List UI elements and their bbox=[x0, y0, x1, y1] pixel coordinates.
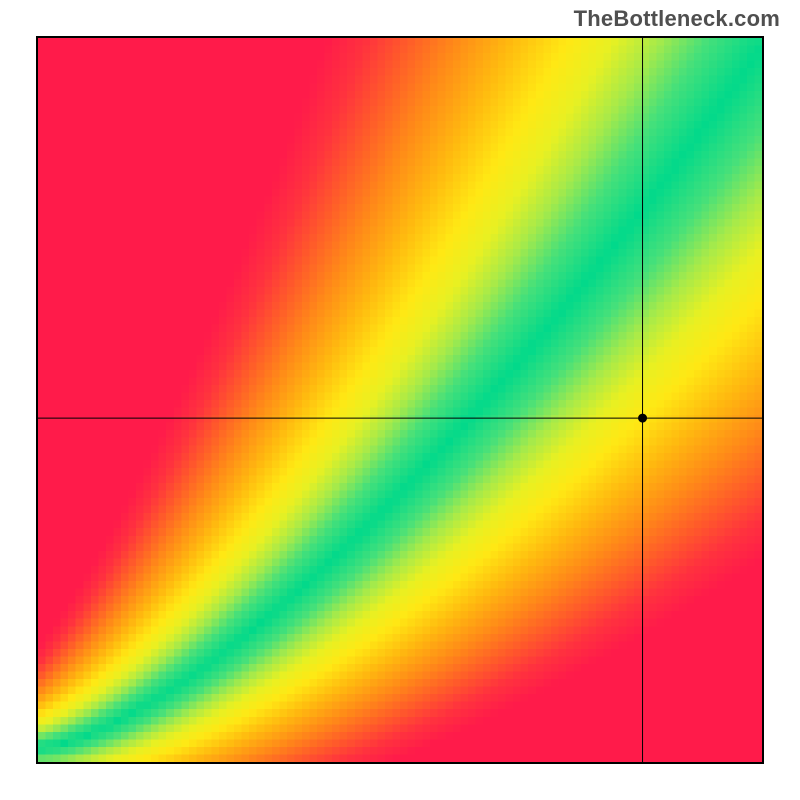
heatmap-plot bbox=[36, 36, 764, 764]
watermark-text: TheBottleneck.com bbox=[574, 6, 780, 32]
heatmap-canvas bbox=[38, 38, 762, 762]
